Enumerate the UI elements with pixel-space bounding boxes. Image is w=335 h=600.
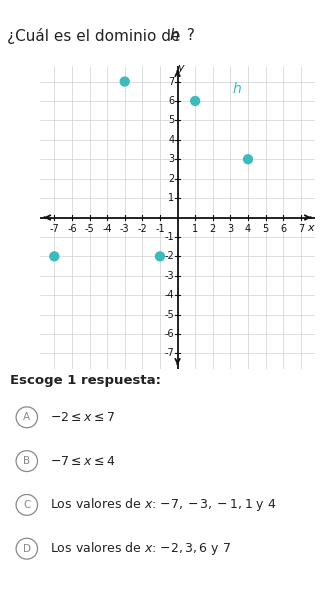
Text: h: h (169, 28, 179, 43)
Text: $x$: $x$ (307, 223, 316, 233)
Text: Los valores de $x$: $-7, -3, -1, 1$ y $4$: Los valores de $x$: $-7, -3, -1, 1$ y $4… (50, 496, 277, 514)
Text: -7: -7 (49, 224, 59, 234)
Text: $-2 \leq x \leq 7$: $-2 \leq x \leq 7$ (50, 411, 116, 424)
Point (157, 251, 162, 261)
Point (193, 96, 198, 106)
Text: 5: 5 (168, 115, 175, 125)
Text: 6: 6 (168, 96, 175, 106)
Text: 2: 2 (210, 224, 216, 234)
Text: -6: -6 (165, 329, 175, 339)
Text: $-7 \leq x \leq 4$: $-7 \leq x \leq 4$ (50, 455, 116, 467)
Text: Los valores de $x$: $-2, 3, 6$ y $7$: Los valores de $x$: $-2, 3, 6$ y $7$ (50, 540, 231, 557)
Point (122, 77, 127, 86)
Text: -5: -5 (164, 310, 175, 320)
Text: -4: -4 (165, 290, 175, 300)
Text: ?: ? (182, 28, 195, 43)
Text: 4: 4 (245, 224, 251, 234)
Text: -2: -2 (137, 224, 147, 234)
Text: 2: 2 (168, 173, 175, 184)
Text: C: C (23, 500, 30, 510)
Text: D: D (23, 544, 31, 554)
Text: -6: -6 (67, 224, 77, 234)
Text: 3: 3 (227, 224, 233, 234)
Text: $y$: $y$ (178, 63, 187, 75)
Text: -1: -1 (165, 232, 175, 242)
Text: -4: -4 (102, 224, 112, 234)
Text: -1: -1 (155, 224, 165, 234)
Text: 7: 7 (168, 77, 175, 86)
Text: -3: -3 (165, 271, 175, 281)
Text: Escoge 1 respuesta:: Escoge 1 respuesta: (10, 374, 161, 387)
Point (245, 154, 251, 164)
Text: 6: 6 (280, 224, 286, 234)
Point (52, 251, 57, 261)
Text: 3: 3 (168, 154, 175, 164)
Text: -3: -3 (120, 224, 130, 234)
Text: h: h (232, 82, 241, 96)
Text: 7: 7 (298, 224, 304, 234)
Text: 5: 5 (262, 224, 269, 234)
Text: -5: -5 (85, 224, 94, 234)
Text: 4: 4 (168, 135, 175, 145)
Text: A: A (23, 412, 30, 422)
Text: 1: 1 (168, 193, 175, 203)
Text: 1: 1 (192, 224, 198, 234)
Text: B: B (23, 456, 30, 466)
Text: -7: -7 (164, 349, 175, 358)
Text: ¿Cuál es el dominio de: ¿Cuál es el dominio de (7, 28, 185, 44)
Text: -2: -2 (164, 251, 175, 262)
